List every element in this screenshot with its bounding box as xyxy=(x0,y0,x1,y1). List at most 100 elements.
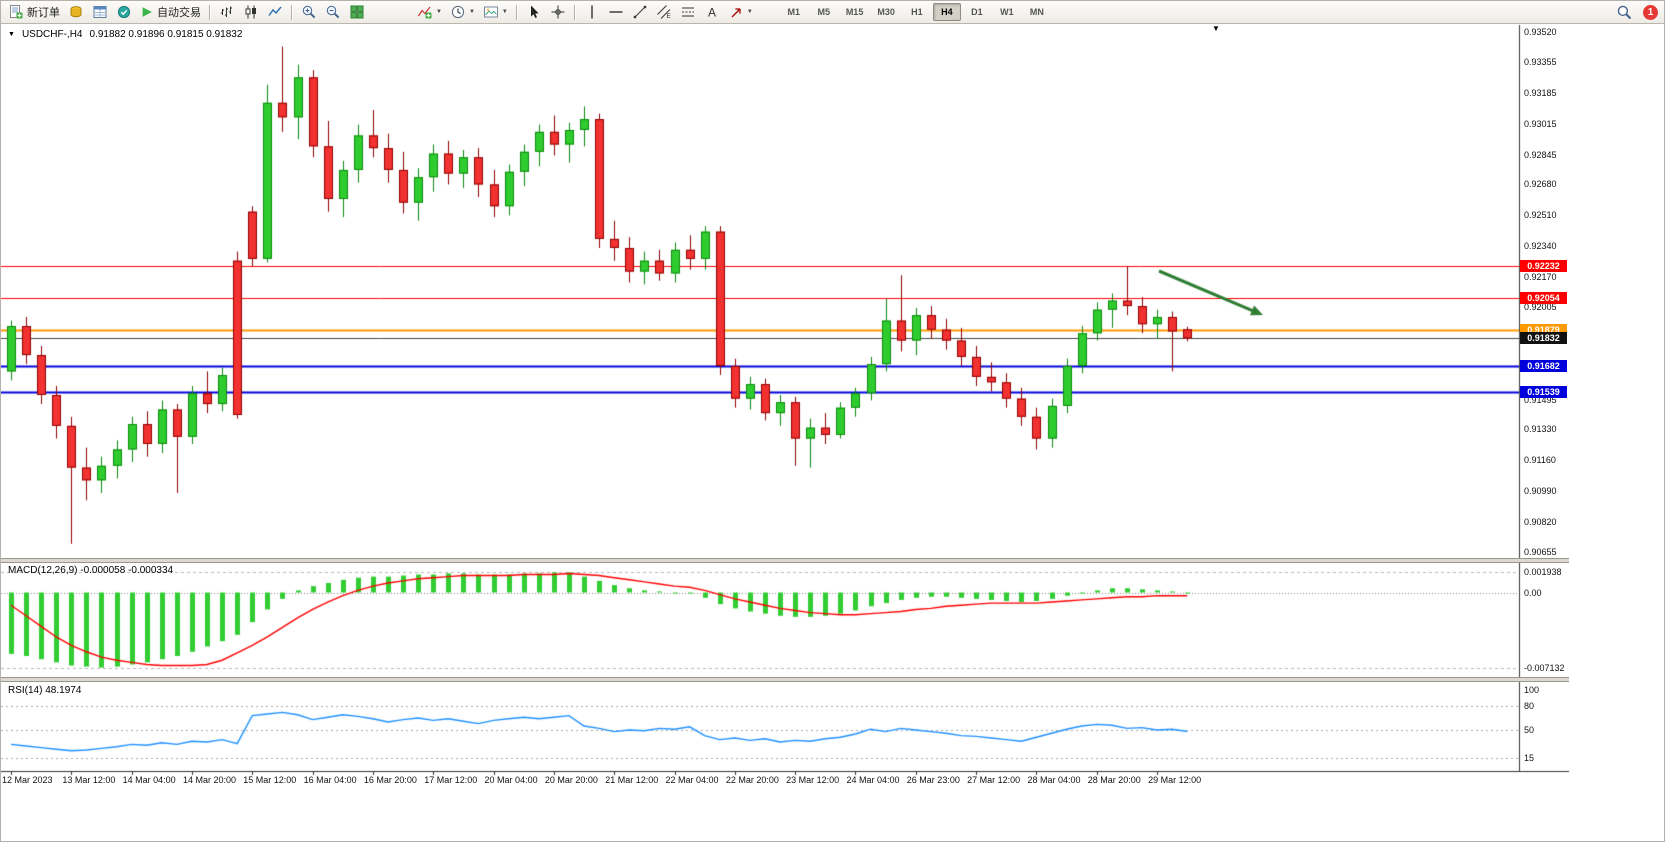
chart-shift-marker[interactable]: ▼ xyxy=(1212,24,1220,33)
data-window-icon xyxy=(93,6,107,18)
chevron-down-icon: ▼ xyxy=(746,9,753,15)
rsi-axis-tick: 100 xyxy=(1524,685,1540,695)
line-chart-icon xyxy=(268,6,282,16)
price-axis-tick: 0.90820 xyxy=(1524,517,1557,528)
text-tool-button[interactable]: A xyxy=(700,2,724,22)
crosshair-icon xyxy=(551,5,565,19)
time-axis-label: 22 Mar 04:00 xyxy=(665,775,719,785)
panel-splitter[interactable] xyxy=(1,558,1569,563)
svg-text:E: E xyxy=(666,13,671,20)
time-axis-label: 27 Mar 12:00 xyxy=(967,775,1021,785)
timeframe-button-H4[interactable]: H4 xyxy=(932,3,961,21)
timeframe-button-MN[interactable]: MN xyxy=(1029,7,1044,17)
text-icon: A xyxy=(708,6,716,20)
market-watch-button[interactable] xyxy=(64,2,88,22)
macd-axis-tick: -0.007132 xyxy=(1524,662,1565,673)
svg-text:A: A xyxy=(708,6,716,20)
notification-badge[interactable]: 1 xyxy=(1643,5,1658,20)
price-axis-tick: 0.92510 xyxy=(1524,210,1557,221)
price-axis-tick: 0.92170 xyxy=(1524,272,1557,283)
price-axis-tick: 0.91330 xyxy=(1524,424,1557,435)
price-axis-tick: 0.92340 xyxy=(1524,241,1557,252)
time-axis-label: 20 Mar 04:00 xyxy=(484,775,538,785)
rsi-axis-tick: 50 xyxy=(1524,725,1535,735)
toolbar-separator xyxy=(209,4,211,20)
timeframe-button-M1[interactable]: M1 xyxy=(787,7,801,17)
price-line-label: 0.92054 xyxy=(1520,292,1567,305)
timeframe-button-W1[interactable]: W1 xyxy=(1000,7,1014,17)
zoom-out-icon xyxy=(326,5,340,19)
periods-button[interactable]: ▼ xyxy=(446,2,479,22)
price-axis-tick: 0.92845 xyxy=(1524,149,1557,160)
fibonacci-tool-button[interactable] xyxy=(676,2,700,22)
tile-windows-icon xyxy=(350,5,364,19)
time-axis-label: 24 Mar 04:00 xyxy=(846,775,900,785)
timeframe-button-D1[interactable]: D1 xyxy=(971,7,983,17)
chevron-down-icon: ▼ xyxy=(436,9,442,15)
rsi-axis-tick: 80 xyxy=(1524,701,1535,711)
macd-title: MACD(12,26,9) -0.000058 -0.000334 xyxy=(8,565,174,576)
horizontal-line-icon xyxy=(609,11,623,13)
market-watch-icon xyxy=(70,6,82,18)
candlestick-chart-button[interactable] xyxy=(239,2,263,22)
indicators-button[interactable]: ▼ xyxy=(413,2,446,22)
trendline-tool-button[interactable] xyxy=(628,2,652,22)
time-axis-label: 20 Mar 20:00 xyxy=(544,775,598,785)
macd-axis-tick: 0.00 xyxy=(1524,587,1542,598)
timeframe-button-M5[interactable]: M5 xyxy=(817,7,831,17)
horizontal-line-tool-button[interactable] xyxy=(604,2,628,22)
bars-chart-button[interactable] xyxy=(215,2,239,22)
data-window-button[interactable] xyxy=(88,2,112,22)
line-chart-button[interactable] xyxy=(263,2,287,22)
candlestick-chart-icon xyxy=(245,5,256,19)
vertical-line-tool-button[interactable] xyxy=(580,2,604,22)
tile-windows-button[interactable] xyxy=(345,2,369,22)
cursor-button[interactable] xyxy=(522,2,546,22)
time-axis-label: 21 Mar 12:00 xyxy=(605,775,659,785)
price-line-label: 0.91682 xyxy=(1520,359,1567,372)
price-line-label: 0.91539 xyxy=(1520,385,1567,398)
timeframe-button-H1[interactable]: H1 xyxy=(911,7,923,17)
time-axis-label: 14 Mar 20:00 xyxy=(182,775,236,785)
zoom-out-button[interactable] xyxy=(321,2,345,22)
auto-trading-button[interactable]: 自动交易 xyxy=(136,2,205,22)
price-axis-tick: 0.91495 xyxy=(1524,394,1557,405)
toolbar-separator xyxy=(291,4,293,20)
chevron-down-icon: ▼ xyxy=(468,9,475,15)
time-axis-label: 13 Mar 12:00 xyxy=(62,775,116,785)
symbol-period-label: USDCHF-,H4 xyxy=(21,29,83,40)
macd-axis-tick: 0.001938 xyxy=(1524,566,1562,577)
price-axis-tick: 0.90655 xyxy=(1524,546,1557,557)
terminal-button[interactable] xyxy=(112,2,136,22)
timeframe-button-M30[interactable]: M30 xyxy=(877,7,895,17)
arrows-tool-button[interactable]: ▼ xyxy=(724,2,757,22)
new-order-button[interactable]: 新订单 xyxy=(4,2,64,22)
cursor-icon xyxy=(530,5,539,18)
toolbar-right: 1 xyxy=(1616,4,1658,21)
timeframe-toolbar: M1 M5 M15 M30 H1 H4 D1 W1 MN xyxy=(779,3,1052,21)
price-axis-tick: 0.90990 xyxy=(1524,486,1557,497)
search-icon[interactable] xyxy=(1616,4,1633,21)
timeframe-button-M15[interactable]: M15 xyxy=(845,7,864,17)
zoom-in-button[interactable] xyxy=(297,2,321,22)
price-axis-tick: 0.92005 xyxy=(1524,301,1557,312)
templates-button[interactable]: ▼ xyxy=(479,2,512,22)
ohlc-values: 0.91882 0.91896 0.91815 0.91832 xyxy=(89,29,243,40)
panel-splitter[interactable] xyxy=(1,677,1569,682)
zoom-in-icon xyxy=(302,5,316,19)
one-click-trading-toggle[interactable]: ▼ xyxy=(8,31,15,38)
equidistant-channel-tool-button[interactable]: E xyxy=(652,2,676,22)
time-axis-label: 28 Mar 04:00 xyxy=(1027,775,1081,785)
time-axis-label: 16 Mar 20:00 xyxy=(363,775,417,785)
time-axis-label: 12 Mar 2023 xyxy=(2,775,53,785)
price-line-label: 0.92232 xyxy=(1520,259,1567,272)
toolbar-separator xyxy=(515,4,518,20)
price-axis-tick: 0.93520 xyxy=(1524,27,1557,37)
crosshair-button[interactable] xyxy=(546,2,570,22)
arrow-tool-icon xyxy=(731,8,741,18)
price-axis-tick: 0.92680 xyxy=(1524,179,1557,190)
time-axis-label: 23 Mar 12:00 xyxy=(786,775,840,785)
new-order-label: 新订单 xyxy=(27,7,60,19)
